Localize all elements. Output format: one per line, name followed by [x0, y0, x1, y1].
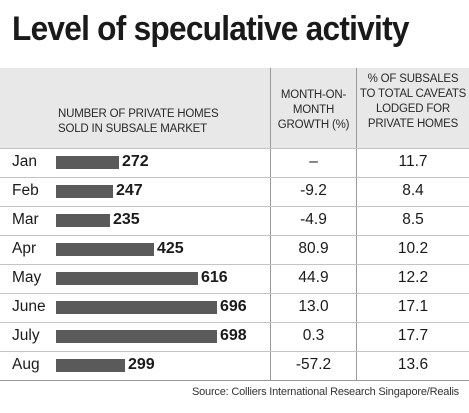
bar [56, 330, 217, 343]
bar-value-label: 247 [116, 182, 143, 199]
month-label: June [12, 298, 46, 315]
growth-value: 13.0 [298, 298, 329, 315]
header-pct-line: TO TOTAL CAVEATS [359, 88, 467, 100]
row-divider [0, 235, 469, 236]
header-growth: MONTH-ON- MONTH GROWTH (%) [271, 68, 356, 148]
source-note: Source: Colliers International Research … [191, 386, 459, 398]
bar-value-label: 425 [157, 240, 184, 257]
pct-value: 11.7 [398, 153, 428, 170]
header-homes-line: SOLD IN SUBSALE MARKET [58, 123, 207, 135]
bar [56, 243, 154, 256]
bar-value-label: 616 [201, 269, 228, 286]
row-divider [0, 264, 469, 265]
bar [56, 301, 217, 314]
month-label: Mar [12, 211, 39, 228]
pct-value: 17.7 [397, 327, 429, 344]
pct-value: 12.2 [397, 269, 429, 286]
row-divider [0, 177, 469, 178]
bar [56, 359, 125, 372]
chart-title: Level of speculative activity [12, 10, 409, 48]
row-divider [0, 148, 469, 149]
header-pct: % OF SUBSALES TO TOTAL CAVEATS LODGED FO… [357, 68, 469, 148]
month-label: Aug [12, 356, 40, 373]
bar [56, 272, 198, 285]
bar-value-label: 299 [128, 356, 155, 373]
growth-value: 44.9 [298, 269, 329, 286]
growth-value: -4.9 [300, 211, 327, 228]
header-pct-line: PRIVATE HOMES [367, 118, 459, 130]
bar [56, 214, 110, 227]
row-divider [0, 351, 469, 352]
month-label: May [12, 269, 42, 286]
pct-value: 8.4 [402, 182, 424, 199]
header-pct-line: % OF SUBSALES [367, 73, 459, 85]
row-divider [0, 206, 469, 207]
row-divider [0, 380, 469, 381]
header-growth-line: MONTH-ON- [280, 89, 347, 101]
column-divider [356, 68, 357, 380]
header-homes-line: NUMBER OF PRIVATE HOMES [58, 108, 219, 120]
bar [56, 156, 119, 169]
growth-value: – [309, 153, 318, 170]
growth-value: -9.2 [300, 182, 327, 199]
pct-value: 17.1 [397, 298, 429, 315]
row-divider [0, 322, 469, 323]
header-pct-line: LODGED FOR [375, 103, 451, 115]
bar-value-label: 696 [220, 298, 247, 315]
pct-value: 13.6 [397, 356, 429, 373]
month-label: Feb [12, 182, 39, 199]
data-table: NUMBER OF PRIVATE HOMES SOLD IN SUBSALE … [0, 68, 469, 381]
growth-value: 80.9 [298, 240, 329, 257]
month-label: Jan [12, 153, 37, 170]
pct-value: 8.5 [402, 211, 424, 228]
month-label: Apr [12, 240, 37, 257]
bar-value-label: 698 [220, 327, 247, 344]
header-growth-line: MONTH [292, 104, 335, 116]
growth-value: -57.2 [295, 356, 332, 373]
header-growth-line: GROWTH (%) [277, 119, 350, 131]
bar-value-label: 272 [122, 153, 149, 170]
column-divider [270, 68, 271, 380]
row-divider [0, 293, 469, 294]
bar [56, 185, 113, 198]
growth-value: 0.3 [302, 327, 325, 344]
header-homes: NUMBER OF PRIVATE HOMES SOLD IN SUBSALE … [0, 68, 270, 148]
bar-value-label: 235 [113, 211, 140, 228]
pct-value: 10.2 [397, 240, 429, 257]
month-label: July [12, 327, 40, 344]
